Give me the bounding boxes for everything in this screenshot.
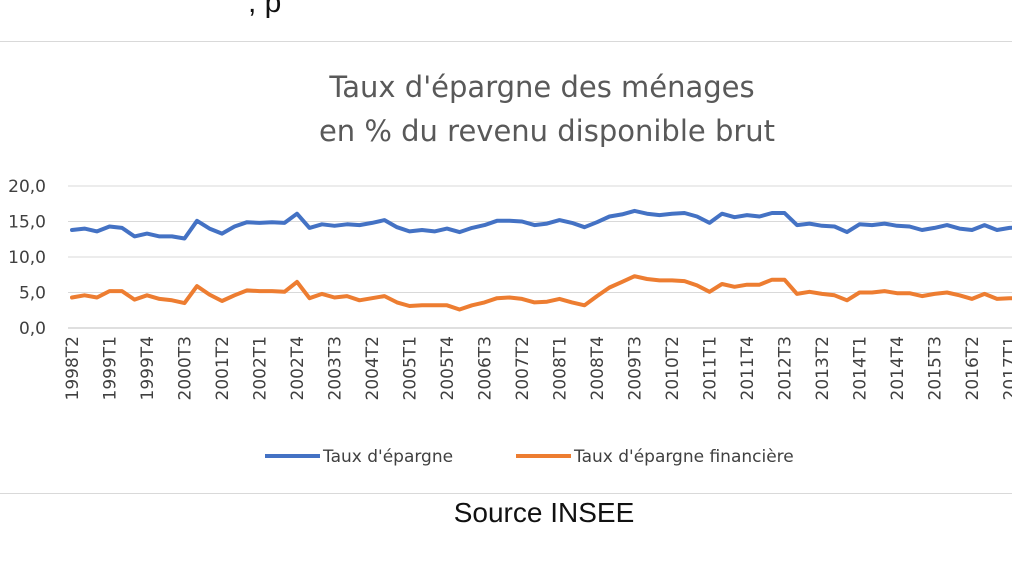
legend: Taux d'épargne Taux d'épargne financière (265, 447, 794, 467)
y-axis-ticks: 0,0 5,0 10,0 15,0 20,0 (8, 177, 46, 339)
x-tick-label: 2016T2 (963, 336, 983, 400)
x-tick-label: 1998T2 (63, 336, 83, 400)
legend-label-taux-epargne: Taux d'épargne (322, 447, 453, 467)
y-tick-label: 20,0 (8, 177, 46, 197)
y-tick-label: 0,0 (19, 319, 46, 339)
bottom-divider (0, 493, 1012, 494)
x-tick-label: 2002T1 (251, 336, 271, 400)
x-tick-label: 2005T1 (401, 336, 421, 400)
x-tick-label: 2002T4 (288, 336, 308, 400)
x-tick-label: 2006T3 (476, 336, 496, 400)
x-tick-label: 2011T4 (738, 336, 758, 400)
gridlines (68, 185, 1012, 329)
series-line-1 (70, 274, 1012, 312)
x-tick-label: 2010T2 (663, 336, 683, 400)
y-tick-label: 15,0 (8, 213, 46, 233)
x-tick-label: 1999T1 (101, 336, 121, 400)
x-tick-label: 2007T2 (513, 336, 533, 400)
x-tick-label: 2004T2 (363, 336, 383, 400)
x-tick-label: 2008T1 (551, 336, 571, 400)
legend-label-taux-epargne-financiere: Taux d'épargne financière (573, 447, 794, 467)
x-tick-label: 2001T2 (213, 336, 233, 400)
x-tick-label: 2003T3 (326, 336, 346, 400)
chart-title-line-2: en % du revenu disponible brut (319, 114, 775, 148)
cropped-heading-fragment: , p (248, 0, 282, 19)
chart-title-line-1: Taux d'épargne des ménages (328, 70, 754, 104)
x-tick-label: 2017T1 (1001, 336, 1012, 400)
x-tick-label: 2000T3 (176, 336, 196, 400)
y-tick-label: 5,0 (19, 284, 46, 304)
x-tick-label: 2011T1 (701, 336, 721, 400)
x-tick-label: 2012T3 (776, 336, 796, 400)
x-tick-label: 2005T4 (438, 336, 458, 400)
x-axis-ticks: 1998T2 1999T1 1999T4 2000T3 2001T2 2002T1 2002… (63, 336, 1012, 400)
series-line-0 (70, 208, 1012, 241)
series-lines (70, 208, 1012, 312)
source-caption: Source INSEE (453, 497, 635, 528)
x-tick-label: 2008T4 (588, 336, 608, 400)
x-tick-label: 2014T1 (851, 336, 871, 400)
top-divider (0, 41, 1012, 42)
y-tick-label: 10,0 (8, 248, 46, 268)
x-tick-label: 2013T2 (813, 336, 833, 400)
x-tick-label: 1999T4 (138, 336, 158, 400)
x-tick-label: 2014T4 (888, 336, 908, 400)
x-tick-label: 2009T3 (626, 336, 646, 400)
x-tick-label: 2015T3 (926, 336, 946, 400)
